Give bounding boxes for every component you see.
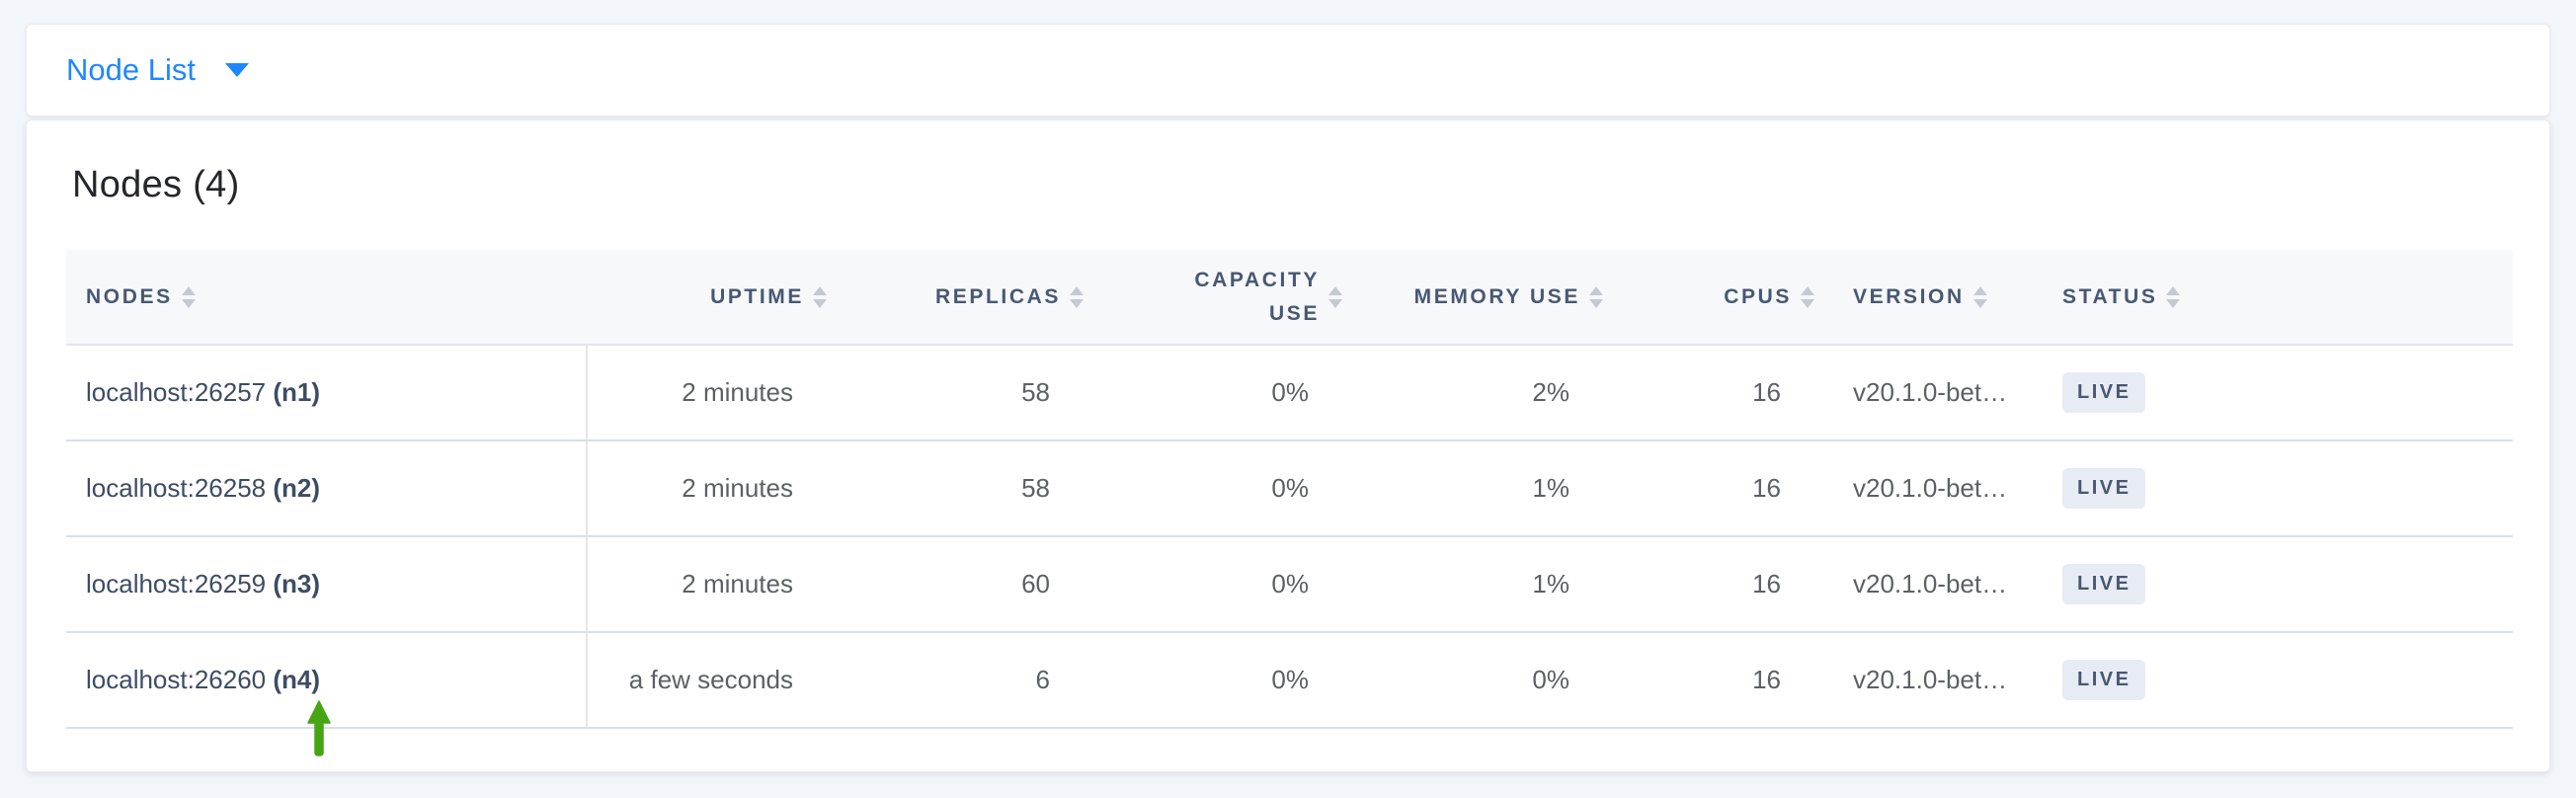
column-header-version[interactable]: VERSION	[1818, 250, 2041, 346]
node-address: localhost:26258	[86, 473, 267, 503]
replicas-cell: 60	[831, 536, 1087, 633]
green-up-arrow-annotation	[307, 700, 331, 757]
sort-icon[interactable]	[813, 285, 827, 308]
column-label: USE	[1269, 301, 1320, 325]
column-header-uptime[interactable]: UPTIME	[587, 250, 831, 346]
status-badge: LIVE	[2062, 468, 2146, 509]
view-selector-bar: Node List	[26, 24, 2550, 117]
column-label: STATUS	[2062, 284, 2158, 308]
sort-icon[interactable]	[1589, 285, 1603, 308]
node-list-dropdown-label: Node List	[66, 52, 196, 87]
version-cell: v20.1.0-bet…	[1818, 345, 2041, 441]
status-badge: LIVE	[2062, 372, 2146, 413]
sort-icon[interactable]	[1801, 285, 1814, 308]
column-label: CPUS	[1724, 284, 1792, 308]
replicas-cell: 58	[831, 345, 1087, 441]
sort-icon[interactable]	[1328, 285, 1342, 308]
capacity-use-cell: 0%	[1087, 440, 1346, 537]
status-badge: LIVE	[2062, 660, 2146, 700]
column-header-cpus[interactable]: CPUS	[1607, 250, 1818, 346]
column-label: VERSION	[1853, 284, 1965, 308]
node-id: (n4)	[273, 665, 321, 694]
node-list-dropdown[interactable]: Node List	[66, 52, 249, 88]
memory-use-cell: 1%	[1346, 536, 1607, 633]
nodes-card: Nodes (4) NODES UPTIME	[26, 120, 2550, 772]
status-badge: LIVE	[2062, 564, 2146, 604]
node-id: (n1)	[273, 377, 321, 407]
version-cell: v20.1.0-bet…	[1818, 536, 2041, 633]
node-address: localhost:26260	[86, 665, 267, 694]
status-cell: LIVE	[2041, 632, 2513, 729]
column-label: REPLICAS	[935, 284, 1061, 308]
node-address: localhost:26257	[86, 377, 267, 407]
column-header-replicas[interactable]: REPLICAS	[831, 250, 1087, 346]
cpus-cell: 16	[1607, 632, 1818, 729]
node-address: localhost:26259	[86, 569, 267, 598]
sort-icon[interactable]	[2166, 285, 2181, 308]
node-address-cell: localhost:26260 (n4)	[66, 632, 588, 729]
version-cell: v20.1.0-bet…	[1818, 632, 2041, 729]
table-row-node-n2: localhost:26258 (n2) 2 minutes 58 0% 1% …	[66, 440, 2513, 537]
capacity-use-cell: 0%	[1087, 632, 1346, 729]
caret-down-icon	[224, 63, 249, 77]
table-header-row: NODES UPTIME REPLICAS	[66, 250, 2513, 346]
status-cell: LIVE	[2041, 345, 2513, 441]
sort-icon[interactable]	[1070, 285, 1084, 308]
capacity-use-cell: 0%	[1087, 345, 1346, 441]
sort-icon[interactable]	[1972, 285, 1987, 308]
capacity-use-cell: 0%	[1087, 536, 1346, 633]
node-address-cell: localhost:26257 (n1)	[66, 345, 588, 441]
replicas-cell: 58	[831, 440, 1087, 537]
column-header-status[interactable]: STATUS	[2041, 250, 2513, 346]
version-cell: v20.1.0-bet…	[1818, 440, 2041, 537]
uptime-cell: 2 minutes	[587, 345, 831, 441]
nodes-table: NODES UPTIME REPLICAS	[66, 250, 2513, 729]
node-address-cell: localhost:26259 (n3)	[66, 536, 588, 633]
column-header-capacity-use[interactable]: CAPACITY USE	[1087, 250, 1346, 346]
table-row-node-n3: localhost:26259 (n3) 2 minutes 60 0% 1% …	[66, 536, 2513, 633]
cpus-cell: 16	[1607, 440, 1818, 537]
table-row-node-n4: localhost:26260 (n4) a few seconds 6 0% …	[66, 632, 2513, 729]
cpus-cell: 16	[1607, 345, 1818, 441]
column-label: CAPACITY	[1194, 268, 1320, 291]
cpus-cell: 16	[1607, 536, 1818, 633]
uptime-cell: 2 minutes	[587, 440, 831, 537]
memory-use-cell: 0%	[1346, 632, 1607, 729]
status-cell: LIVE	[2041, 440, 2513, 537]
memory-use-cell: 1%	[1346, 440, 1607, 537]
memory-use-cell: 2%	[1346, 345, 1607, 441]
node-address-cell: localhost:26258 (n2)	[66, 440, 588, 537]
page-title: Nodes (4)	[72, 164, 240, 205]
column-header-nodes[interactable]: NODES	[66, 250, 587, 346]
status-cell: LIVE	[2041, 536, 2513, 633]
node-id: (n2)	[273, 473, 321, 503]
column-label: UPTIME	[710, 284, 804, 308]
uptime-cell: 2 minutes	[587, 536, 831, 633]
sort-icon[interactable]	[181, 285, 196, 308]
uptime-cell: a few seconds	[587, 632, 831, 729]
node-id: (n3)	[273, 569, 321, 598]
column-label: MEMORY USE	[1413, 284, 1580, 308]
column-label: NODES	[86, 284, 173, 308]
table-row-node-n1: localhost:26257 (n1) 2 minutes 58 0% 2% …	[66, 345, 2513, 441]
replicas-cell: 6	[831, 632, 1087, 729]
column-header-memory-use[interactable]: MEMORY USE	[1346, 250, 1607, 346]
